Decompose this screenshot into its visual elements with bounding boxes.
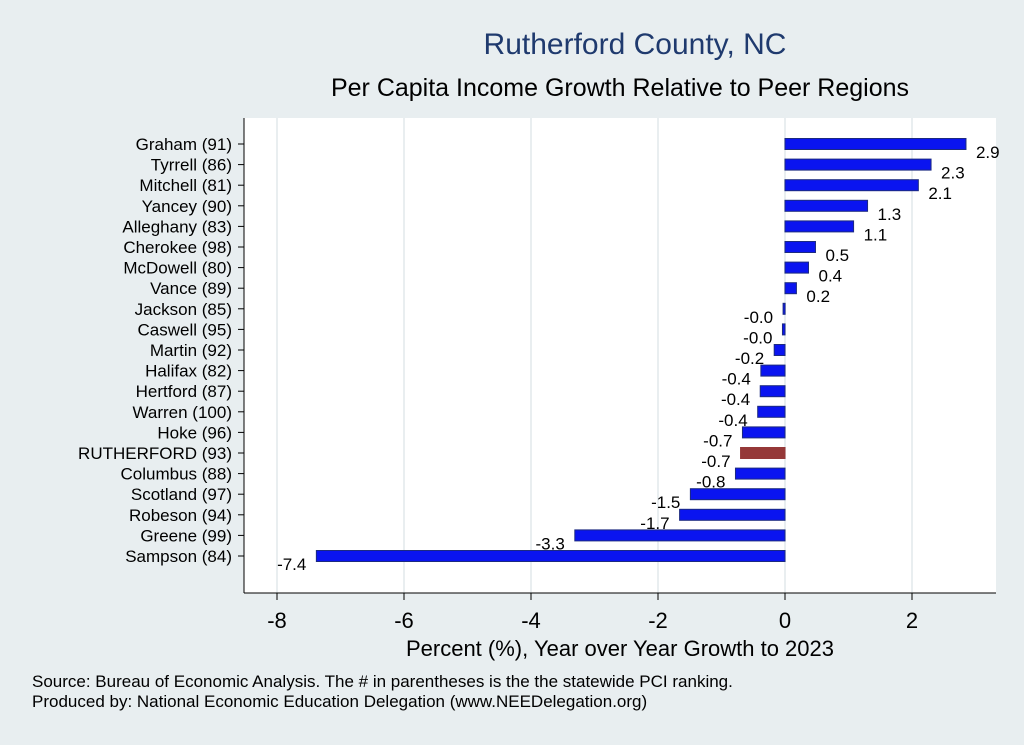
category-label: Mitchell (81) [139,176,232,195]
category-label: McDowell (80) [123,259,232,278]
value-label: 2.9 [976,143,1000,162]
value-label: -7.4 [277,555,306,574]
x-tick-label: -8 [267,608,287,633]
category-label: Columbus (88) [121,465,233,484]
x-axis-ticks: -8 -6 -4 -2 0 2 Graham (91) Tyrrell (86)Mitchel… [78,135,918,633]
bar [689,488,786,501]
x-tick-label: 2 [906,608,918,633]
category-label: Martin (92) [150,341,232,360]
bar [773,344,786,356]
bar [784,261,809,274]
value-label: -0.4 [721,390,750,409]
source-note: Source: Bureau of Economic Analysis. The… [32,672,733,691]
x-axis-label: Percent (%), Year over Year Growth to 20… [406,636,834,661]
value-label: -0.2 [735,349,764,368]
x-tick-label: -6 [394,608,414,633]
value-label: -0.4 [718,411,747,430]
value-label: 0.4 [818,267,842,286]
category-label: Greene (99) [140,526,232,545]
category-label: Tyrrell (86) [151,156,232,175]
category-label: Warren (100) [132,403,232,422]
category-label: Vance (89) [150,279,232,298]
value-label: -1.7 [640,514,669,533]
category-label: Caswell (95) [138,320,232,339]
bar [784,241,816,253]
bar [784,282,797,295]
value-label: -3.3 [536,534,565,553]
bars: 2.9 2.32.1 1.31.1 0.5 0.40.2 -0.0-0.0 -0.2 -0.4… [277,138,1000,574]
x-tick-label: -4 [521,608,541,633]
bar [781,323,786,336]
bar [784,138,967,150]
bar [784,220,855,233]
value-label: -0.0 [743,328,772,347]
category-label: Robeson (94) [129,506,232,525]
category-label: Scotland (97) [131,485,232,504]
category-label: Hoke (96) [157,423,232,442]
bar [741,426,786,439]
bar [784,199,869,212]
bar [782,302,786,315]
category-label: Sampson (84) [125,547,232,566]
value-label: -0.7 [701,452,730,471]
x-tick-label: -2 [648,608,668,633]
category-label: Graham (91) [136,135,232,154]
bar [315,550,786,562]
value-label: -0.4 [722,370,751,389]
plot-area [244,118,996,593]
category-label: Yancey (90) [142,197,232,216]
value-label: 1.1 [864,225,888,244]
category-label: Hertford (87) [136,382,232,401]
value-label: -0.7 [703,431,732,450]
x-tick-label: 0 [779,608,791,633]
chart-subtitle: Per Capita Income Growth Relative to Pee… [330,74,910,102]
value-label: 2.3 [941,164,965,183]
value-label: -1.5 [651,493,680,512]
value-label: -0.8 [696,473,725,492]
bar [784,179,919,192]
bar [679,508,786,521]
chart-title: Rutherford County, NC [483,28,787,61]
value-label: 0.5 [825,246,849,265]
category-label: Jackson (85) [135,300,232,319]
value-label: 2.1 [928,184,952,203]
bar [574,529,786,542]
value-label: -0.0 [744,308,773,327]
bar [784,158,932,171]
bar [757,405,786,418]
category-label: RUTHERFORD (93) [78,444,232,463]
highlight-bar [740,447,786,459]
value-label: 1.3 [878,205,902,224]
value-label: 0.2 [806,287,830,306]
bar [760,364,786,377]
bar [734,467,786,480]
category-label: Cherokee (98) [123,238,232,257]
producer-note: Produced by: National Economic Education… [32,692,648,711]
bar [759,385,786,398]
category-label: Alleghany (83) [122,217,232,236]
category-label: Halifax (82) [145,362,232,381]
